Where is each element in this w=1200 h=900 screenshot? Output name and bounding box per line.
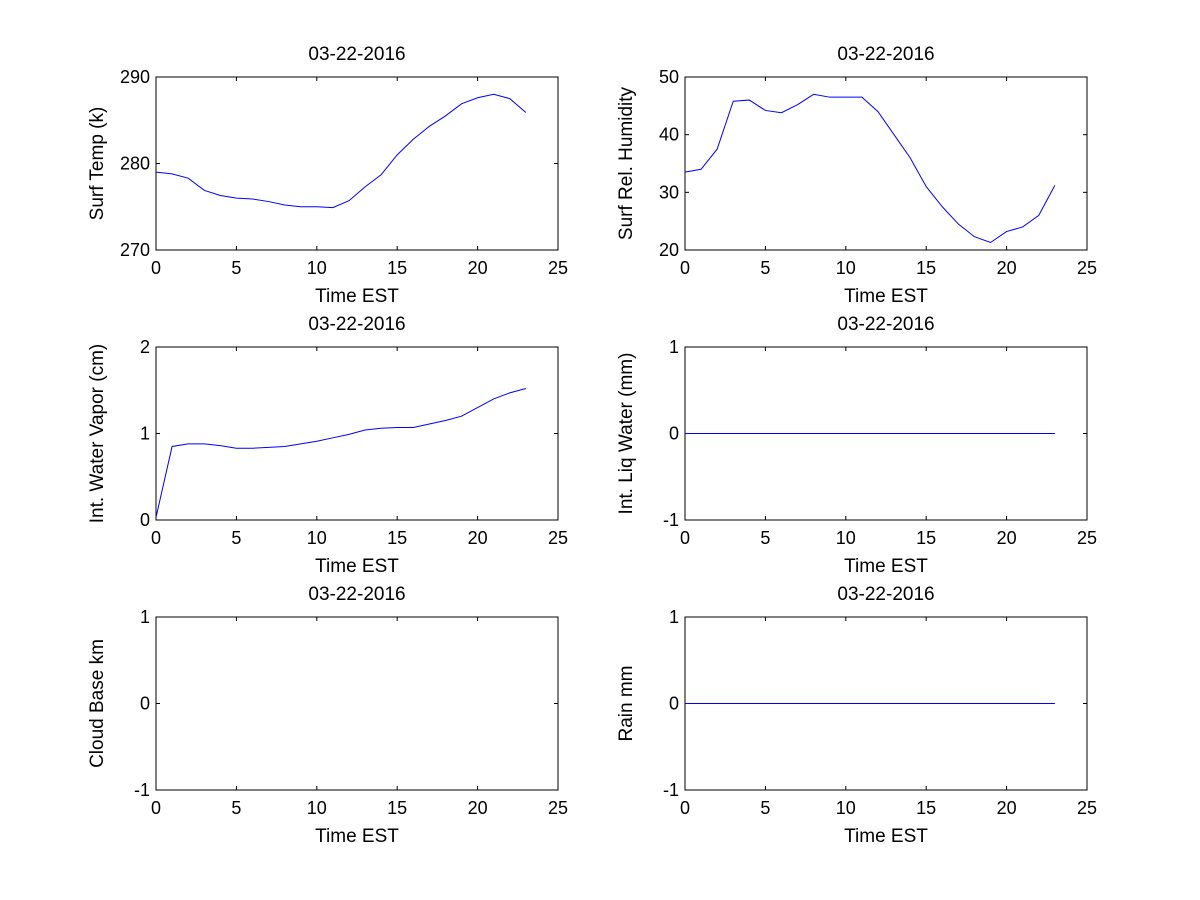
- subplot-int-water-vapor: 0 5 10 15 20 25 0 1 2 03-22-2016 Time EST Int. Wate…: [87, 314, 568, 577]
- y-tick-label: 270: [120, 240, 150, 260]
- x-axis-label: Time EST: [315, 826, 399, 847]
- y-tick-label: 20: [659, 240, 679, 260]
- y-tick-label: 30: [659, 182, 679, 202]
- x-tick-label: 10: [307, 528, 327, 548]
- y-axis-label: Cloud Base km: [87, 639, 108, 768]
- x-axis-label: Time EST: [844, 286, 928, 307]
- x-tick-label: 20: [468, 798, 488, 818]
- plot-title: 03-22-2016: [308, 314, 405, 335]
- x-tick-label: 5: [231, 528, 241, 548]
- x-tick-label: 0: [680, 528, 690, 548]
- y-tick-label: 1: [140, 424, 150, 444]
- y-tick-label: -1: [663, 780, 679, 800]
- x-axis-label: Time EST: [315, 556, 399, 577]
- series-line: [684, 93, 1056, 244]
- y-tick-label: 1: [669, 337, 679, 357]
- subplot-surf-rel-humidity: 0 5 10 15 20 25 20 30 40 50 03-22-2016 Time EST Surf…: [616, 44, 1097, 307]
- plot-title: 03-22-2016: [837, 314, 934, 335]
- x-tick-label: 25: [548, 798, 568, 818]
- x-tick-label: 10: [836, 258, 856, 278]
- x-tick-label: 20: [997, 798, 1017, 818]
- x-tick-label: 10: [307, 258, 327, 278]
- x-tick-label: 0: [151, 798, 161, 818]
- x-tick-label: 0: [151, 528, 161, 548]
- y-tick-label: -1: [663, 510, 679, 530]
- y-tick-label: 290: [120, 67, 150, 87]
- x-tick-label: 5: [760, 798, 770, 818]
- x-tick-label: 15: [916, 258, 936, 278]
- x-tick-label: 10: [307, 798, 327, 818]
- x-axis-label: Time EST: [315, 286, 399, 307]
- x-tick-label: 20: [997, 258, 1017, 278]
- y-axis-label: Int. Water Vapor (cm): [87, 344, 108, 523]
- x-tick-label: 25: [1077, 528, 1097, 548]
- x-tick-label: 20: [468, 258, 488, 278]
- subplot-surf-temp: 0 5 10 15 20 25 270 280 290 03-22-2016 Time EST Sur…: [87, 44, 568, 307]
- y-tick-label: 0: [140, 510, 150, 530]
- y-tick-label: 2: [140, 337, 150, 357]
- series-line: [155, 93, 527, 209]
- x-tick-label: 10: [836, 798, 856, 818]
- x-axis-label: Time EST: [844, 826, 928, 847]
- x-tick-label: 15: [387, 798, 407, 818]
- x-axis-label: Time EST: [844, 556, 928, 577]
- plot-title: 03-22-2016: [308, 44, 405, 65]
- x-tick-label: 15: [916, 528, 936, 548]
- x-tick-label: 15: [387, 528, 407, 548]
- y-tick-label: 280: [120, 154, 150, 174]
- y-tick-label: 0: [140, 694, 150, 714]
- x-tick-label: 15: [387, 258, 407, 278]
- plot-title: 03-22-2016: [837, 44, 934, 65]
- y-tick-label: 1: [669, 607, 679, 627]
- x-tick-label: 0: [680, 798, 690, 818]
- axes-box: [684, 76, 1088, 251]
- y-tick-label: -1: [134, 780, 150, 800]
- y-tick-label: 0: [669, 424, 679, 444]
- y-axis-label: Surf Temp (k): [87, 107, 108, 221]
- y-tick-label: 50: [659, 67, 679, 87]
- y-axis-label: Int. Liq Water (mm): [616, 353, 637, 515]
- y-tick-label: 40: [659, 125, 679, 145]
- series-line: [155, 388, 526, 518]
- x-tick-label: 25: [548, 528, 568, 548]
- y-tick-label: 0: [669, 694, 679, 714]
- x-tick-label: 5: [760, 258, 770, 278]
- x-tick-label: 25: [1077, 798, 1097, 818]
- x-tick-label: 10: [836, 528, 856, 548]
- x-tick-label: 20: [997, 528, 1017, 548]
- y-tick-label: 1: [140, 607, 150, 627]
- x-tick-label: 25: [548, 258, 568, 278]
- x-tick-label: 5: [231, 258, 241, 278]
- x-tick-label: 20: [468, 528, 488, 548]
- x-tick-label: 25: [1077, 258, 1097, 278]
- x-tick-label: 5: [231, 798, 241, 818]
- plot-title: 03-22-2016: [308, 584, 405, 605]
- x-tick-label: 0: [151, 258, 161, 278]
- x-tick-label: 5: [760, 528, 770, 548]
- x-tick-label: 15: [916, 798, 936, 818]
- y-axis-label: Surf Rel. Humidity: [616, 86, 637, 240]
- plot-title: 03-22-2016: [837, 584, 934, 605]
- y-axis-label: Rain mm: [616, 665, 637, 741]
- x-tick-label: 0: [680, 258, 690, 278]
